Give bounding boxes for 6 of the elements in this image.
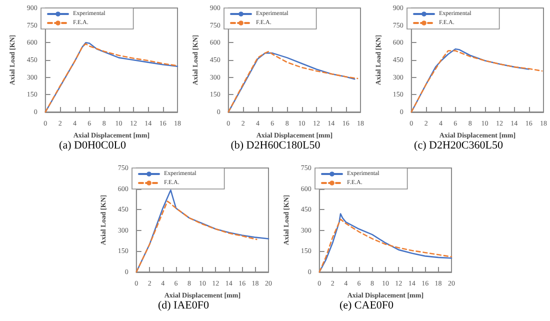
text: (a) D0H0C0L0 — [58, 140, 126, 152]
text: (b) D2H60C180L50 — [230, 140, 320, 152]
line-series — [136, 200, 258, 273]
text: (d) IAE0F0 — [158, 300, 210, 312]
text: (e) CAE0F0 — [339, 300, 394, 312]
text: (c) D2H20C360L50 — [414, 140, 503, 152]
